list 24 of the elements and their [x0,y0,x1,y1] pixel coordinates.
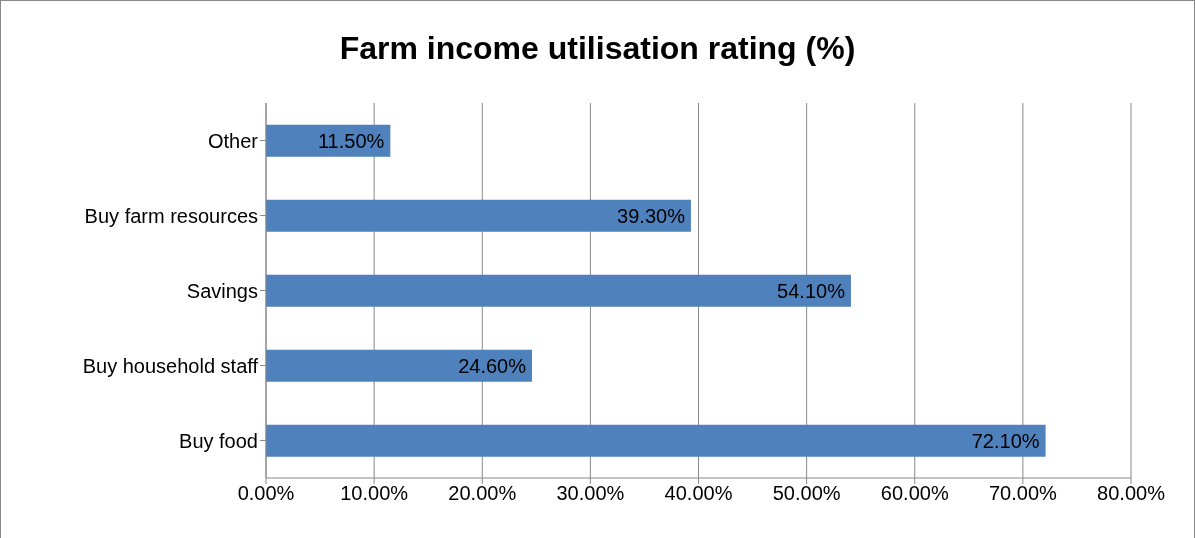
y-tick-label: Buy food [179,429,258,452]
y-tick-label: Other [207,129,259,152]
data-label: 24.60% [458,354,527,377]
bar [266,424,1046,457]
x-tick-label: 50.00% [772,482,841,505]
bar [266,349,532,382]
x-tick-label: 40.00% [664,482,733,505]
y-tick-label: Buy household staff [82,354,259,377]
bar [266,199,691,232]
data-label: 11.50% [317,129,385,152]
data-label: 54.10% [777,279,846,302]
x-tick-label: 80.00% [1097,482,1166,505]
y-tick-label: Buy farm resources [84,204,258,227]
x-tick-label: 0.00% [237,482,295,505]
x-tick-label: 30.00% [556,482,625,505]
x-tick-label: 70.00% [988,482,1057,505]
x-tick-label: 10.00% [340,482,409,505]
x-tick-label: 60.00% [880,482,949,505]
bar [266,274,851,307]
y-tick-label: Savings [186,279,258,302]
data-label: 39.30% [617,204,686,227]
data-label: 72.10% [971,429,1040,452]
x-tick-label: 20.00% [448,482,517,505]
chart-title: Farm income utilisation rating (%) [338,29,857,68]
